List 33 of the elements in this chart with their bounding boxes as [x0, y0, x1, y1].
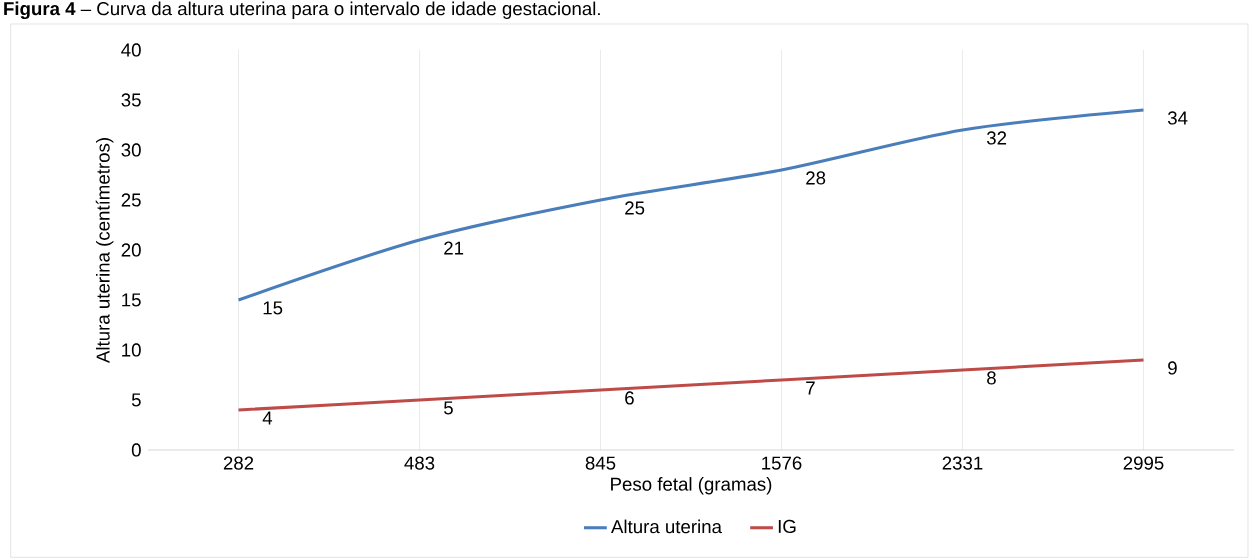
data-label: 28: [806, 171, 826, 185]
legend-label: IG: [778, 519, 796, 534]
data-label: 34: [1167, 111, 1188, 125]
x-tick-label: 282: [223, 456, 254, 470]
data-label: 21: [444, 241, 464, 255]
data-label: 4: [262, 411, 273, 425]
y-tick-label: 25: [121, 193, 141, 207]
data-label: 15: [263, 301, 283, 315]
data-label: 8: [987, 371, 996, 385]
y-tick-label: 20: [121, 243, 141, 257]
y-tick-label: 15: [122, 293, 141, 307]
y-tick-label: 5: [131, 393, 141, 407]
x-tick-label: 1576: [762, 456, 802, 470]
x-tick-label: 2995: [1123, 456, 1164, 470]
x-tick-label: 2331: [942, 456, 983, 470]
x-axis-title: Peso fetal (gramas): [611, 477, 772, 495]
data-label: 7: [806, 381, 815, 395]
y-axis-title: Altura uterina (centímetros): [95, 138, 114, 364]
y-tick-label: 35: [121, 93, 141, 107]
y-tick-label: 30: [121, 143, 141, 157]
line-series: [236, 108, 1146, 302]
data-label: 5: [444, 401, 453, 415]
data-label: 25: [625, 201, 645, 215]
x-tick-label: 845: [585, 456, 616, 470]
data-label: 32: [986, 131, 1007, 145]
y-tick-label: 0: [131, 443, 141, 457]
chart-title: Figura 4 – Curva da altura uterina para o intervalo de idade gestacional.: [4, 1, 600, 20]
data-label: 6: [625, 391, 634, 405]
x-tick-label: 483: [404, 456, 435, 470]
y-tick-label: 10: [122, 343, 141, 357]
data-label: 9: [1168, 361, 1177, 375]
y-tick-label: 40: [121, 43, 141, 57]
legend-label: Altura uterina: [611, 519, 722, 534]
